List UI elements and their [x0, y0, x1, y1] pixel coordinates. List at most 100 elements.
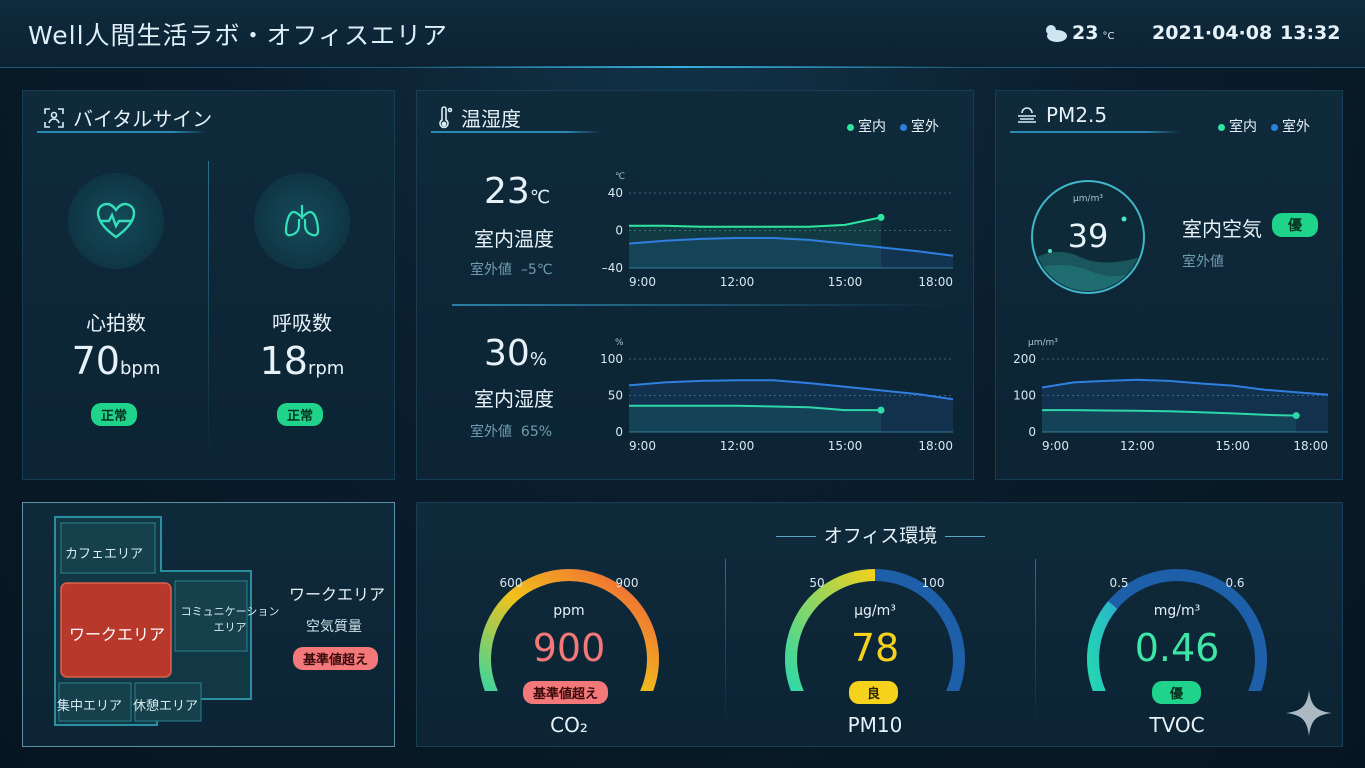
chart-y-unit: μm/m³	[1028, 338, 1058, 348]
series-line-outdoor	[628, 379, 954, 401]
title-underline	[431, 131, 601, 133]
vitals-title-text: バイタルサイン	[73, 107, 213, 131]
gauge-unit: ppm	[553, 603, 584, 619]
chart-x-tick: 18:00	[918, 275, 953, 289]
chart-y-tick: 100	[1013, 389, 1036, 403]
chart-x-tick: 15:00	[828, 439, 863, 453]
series-endpoint	[877, 406, 885, 414]
legend-indoor: 室内	[1218, 116, 1257, 136]
breath-rate-label: 呼吸数	[272, 311, 332, 335]
cloud-sun-icon	[1046, 25, 1067, 42]
chart-x-tick: 12:00	[1120, 439, 1155, 453]
outdoor-temp-label: 室外値	[470, 262, 512, 278]
vitals-divider	[208, 161, 209, 461]
gauge-fill	[785, 569, 876, 691]
weather-temperature: 23	[1072, 22, 1099, 44]
gauge-max-label: 900	[616, 576, 639, 590]
tvoc-gauge: 0.5 0.6 mg/m³ 0.46	[1087, 569, 1267, 691]
outdoor-humidity: 室外値 65%	[470, 421, 552, 441]
work-area-side-sub: 空気質量	[306, 619, 362, 635]
work-area-highlight[interactable]	[60, 582, 172, 678]
chart-x-tick: 18:00	[918, 439, 953, 453]
legend-outdoor: 室外	[900, 116, 939, 136]
work-area-status-badge: 基準値超え	[293, 647, 379, 670]
vitals-panel: バイタルサイン 心拍数 70bpm 正常 呼吸数 18rpm 正常	[22, 90, 395, 480]
scan-person-icon	[44, 107, 64, 128]
gauge-divider-2	[1035, 559, 1036, 729]
office-env-panel: オフィス環境 600 900 ppm 900 基準値超え CO₂ 50 100 μg/m³…	[416, 502, 1343, 747]
tvoc-status-badge: 優	[1152, 681, 1202, 704]
chart-x-tick: 15:00	[828, 275, 863, 289]
chart-y-tick: 0	[615, 224, 623, 238]
header-glow-line	[400, 66, 960, 68]
pm25-outdoor-label: 室外値	[1182, 254, 1224, 270]
title-underline	[37, 131, 207, 133]
legend-indoor-label: 室内	[1229, 119, 1257, 135]
zone-work[interactable]: ワークエリア	[69, 625, 166, 644]
chart-y-tick: 40	[608, 186, 623, 200]
indoor-air-status-badge: 優	[1272, 213, 1318, 237]
series-area-outdoor	[629, 380, 953, 432]
gauge-value: 78	[851, 626, 899, 670]
legend-outdoor: 室外	[1271, 116, 1310, 136]
chart-y-unit: %	[615, 338, 624, 348]
series-line-indoor	[629, 404, 881, 412]
zone-cafe[interactable]: カフェエリア	[65, 547, 144, 562]
series-area-outdoor	[629, 238, 953, 268]
weather-widget: 23 °C	[1042, 22, 1114, 44]
co2-status-badge: 基準値超え	[523, 681, 609, 704]
indoor-temp-label: 室内温度	[474, 227, 554, 251]
breath-rate-value: 18rpm	[232, 339, 372, 383]
humidity-chart: % 100 50 0 9:00 12:00 15:00 18:00	[600, 338, 954, 453]
series-area-indoor	[629, 405, 881, 432]
legend-indoor: 室内	[847, 116, 886, 136]
chart-x-tick: 18:00	[1293, 439, 1328, 453]
climate-panel: 温湿度 室内 室外 23℃ 室内温度 室外値 –5℃ 30% 室内湿度 室外値 …	[416, 90, 974, 480]
pm25-circle-unit: μm/m³	[1073, 194, 1103, 204]
gauge-fill	[1087, 601, 1118, 691]
pm25-circle-gauge: μm/m³ 39	[1031, 180, 1145, 294]
legend-outdoor-label: 室外	[1282, 119, 1310, 135]
sparkle-icon	[1286, 690, 1332, 736]
lungs-icon-circle	[254, 173, 350, 269]
heart-icon-circle	[68, 173, 164, 269]
indoor-temp-unit: ℃	[529, 187, 551, 208]
work-area-side-title: ワークエリア	[289, 585, 386, 604]
gauge-max-label: 0.6	[1225, 576, 1244, 590]
series-line-indoor	[629, 216, 882, 228]
pm10-status-badge: 良	[849, 681, 899, 704]
indoor-humidity-number: 30	[484, 333, 530, 374]
zone-rest[interactable]: 休憩エリア	[133, 699, 199, 714]
time-display: 13:32	[1280, 22, 1341, 44]
chart-y-tick: 50	[608, 389, 623, 403]
outdoor-humidity-label: 室外値	[470, 424, 512, 440]
date-display: 2021·04·08	[1152, 22, 1273, 44]
floor-plan-map	[54, 516, 252, 726]
breath-rate-unit: rpm	[307, 358, 345, 379]
zone-communication[interactable]: コミュニケーション エリア	[175, 603, 285, 635]
pm10-gauge: 50 100 μg/m³ 78	[785, 569, 965, 691]
climate-title-text: 温湿度	[461, 107, 521, 131]
climate-divider	[452, 304, 952, 306]
series-line-outdoor	[1041, 378, 1329, 396]
heart-rate-unit: bpm	[119, 358, 161, 379]
page-title: Well人間生活ラボ・オフィスエリア	[28, 21, 449, 50]
indoor-temp-value: 23℃	[484, 171, 550, 212]
zone-communication-line2: エリア	[213, 621, 247, 634]
chart-x-tick: 9:00	[1042, 439, 1069, 453]
heart-status-badge: 正常	[91, 403, 138, 426]
series-area-indoor	[1042, 410, 1297, 432]
pm25-title-text: PM2.5	[1046, 103, 1108, 127]
heart-rate-label: 心拍数	[86, 311, 146, 335]
chart-x-tick: 12:00	[720, 439, 755, 453]
chart-x-tick: 9:00	[629, 439, 656, 453]
gauge-divider-1	[725, 559, 726, 729]
indoor-air-label: 室内空気	[1182, 217, 1262, 241]
series-line-outdoor	[628, 237, 954, 257]
outdoor-temp: 室外値 –5℃	[470, 259, 553, 279]
chart-y-unit: ℃	[615, 172, 625, 182]
chart-x-tick: 15:00	[1215, 439, 1250, 453]
series-area-outdoor	[1042, 379, 1328, 432]
zone-focus[interactable]: 集中エリア	[57, 699, 123, 714]
heart-pulse-icon	[96, 202, 136, 239]
